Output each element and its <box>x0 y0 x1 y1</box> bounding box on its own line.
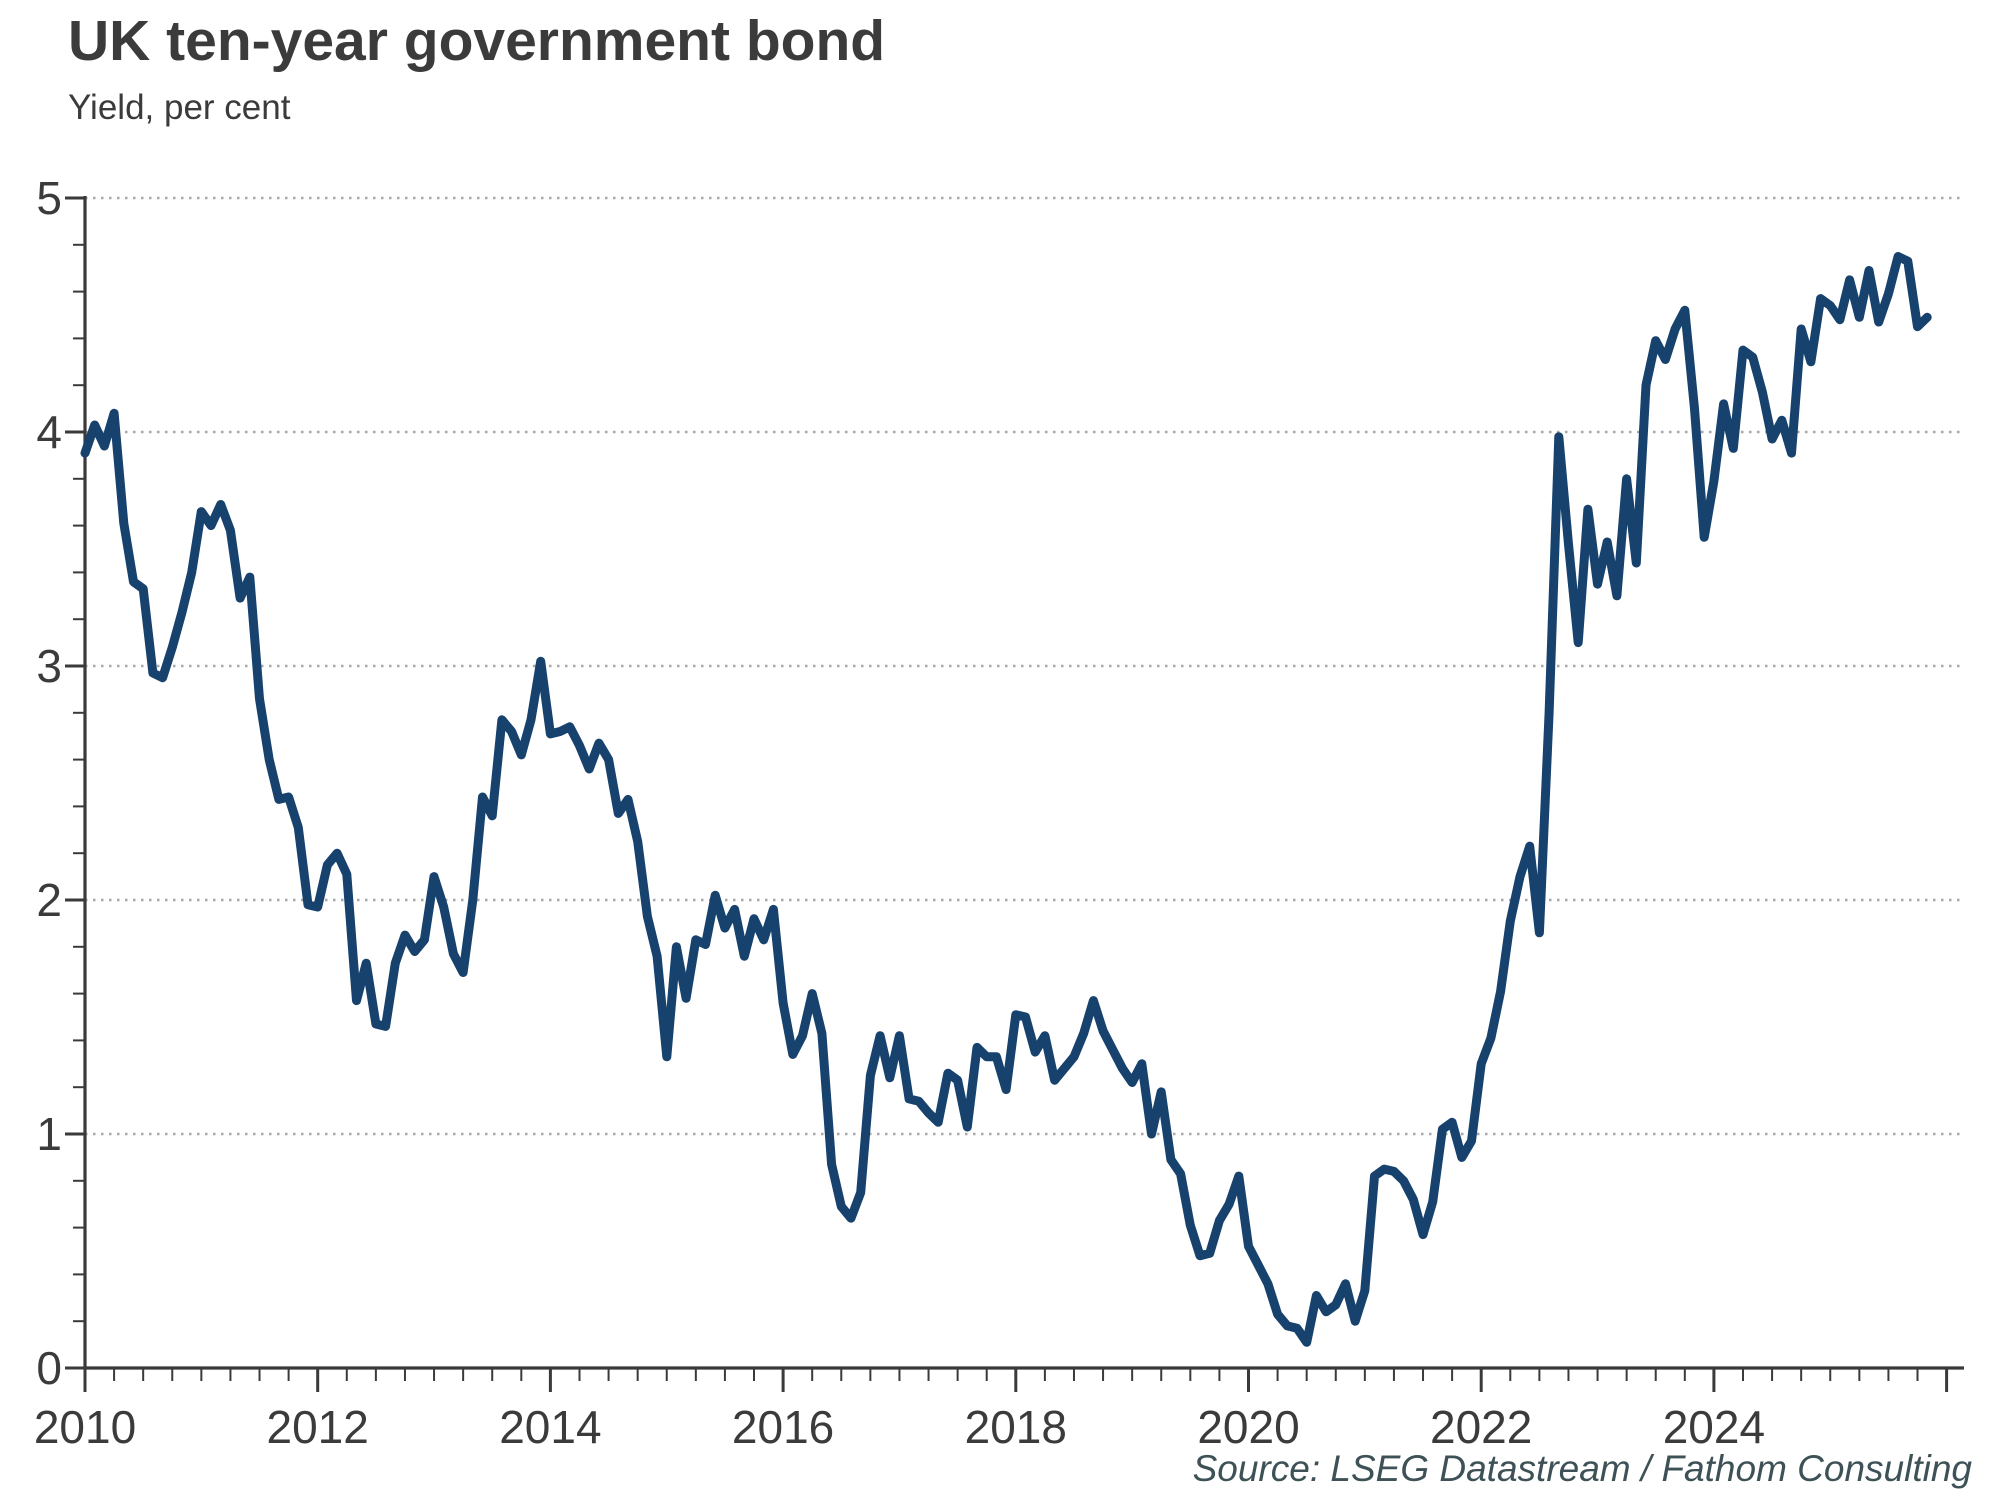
y-tick-label-4: 4 <box>36 406 62 458</box>
chart-title: UK ten-year government bond <box>68 9 886 73</box>
y-tick-label-0: 0 <box>36 1342 62 1394</box>
x-tick-label-2020: 2020 <box>1197 1401 1299 1453</box>
x-tick-label-2010: 2010 <box>34 1401 136 1453</box>
x-tick-label-2012: 2012 <box>267 1401 369 1453</box>
yield-data-line <box>80 252 1932 1347</box>
y-tick-label-3: 3 <box>36 640 62 692</box>
y-tick-label-1: 1 <box>36 1108 62 1160</box>
y-tick-label-2: 2 <box>36 874 62 926</box>
x-tick-label-2016: 2016 <box>732 1401 834 1453</box>
x-tick-label-2024: 2024 <box>1663 1401 1765 1453</box>
x-tick-label-2014: 2014 <box>499 1401 601 1453</box>
x-tick-label-2018: 2018 <box>965 1401 1067 1453</box>
chart-subtitle: Yield, per cent <box>68 88 291 127</box>
x-tick-label-2022: 2022 <box>1430 1401 1532 1453</box>
y-tick-label-5: 5 <box>36 172 62 224</box>
source-attribution: Source: LSEG Datastream / Fathom Consult… <box>1192 1448 1972 1489</box>
